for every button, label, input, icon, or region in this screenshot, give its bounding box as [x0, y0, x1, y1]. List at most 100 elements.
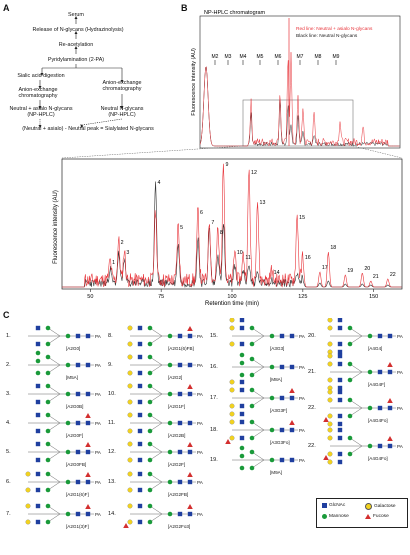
glycan-structure — [28, 383, 94, 405]
galactose-icon — [229, 419, 235, 425]
glcnac-icon — [75, 479, 81, 485]
galactose-icon — [127, 341, 133, 347]
galactose-icon — [229, 435, 235, 441]
glcnac-icon — [337, 413, 343, 419]
galactose-icon — [127, 325, 133, 331]
glcnac-icon — [35, 412, 41, 418]
mannose-icon — [367, 443, 373, 449]
flow-pyridylamination: Pyridylamination (2-PA) — [47, 57, 105, 63]
mannose-icon — [65, 479, 71, 485]
mannose-icon — [347, 341, 353, 347]
galactose-icon — [229, 341, 235, 347]
glcnac-icon — [85, 362, 91, 368]
glcnac-icon — [289, 364, 295, 370]
mannose-icon — [249, 325, 255, 331]
glcnac-icon — [35, 503, 41, 509]
galactose-icon — [327, 421, 333, 427]
marker-label: M2 — [212, 54, 219, 60]
glcnac-icon — [35, 325, 41, 331]
glcnac-icon — [187, 479, 193, 485]
mannose-icon — [249, 372, 255, 378]
fucose-icon — [387, 398, 393, 403]
glcnac-icon — [137, 519, 143, 525]
fucose-icon — [187, 326, 193, 331]
glcnac-icon — [239, 387, 245, 393]
glcnac-icon — [187, 449, 193, 455]
zoom-chromatogram-plot: Fluorescence intensity (AU) Retention ti… — [53, 158, 403, 307]
glycan-structure — [229, 379, 298, 409]
peak-label: 10 — [237, 250, 243, 256]
mannose-icon — [147, 471, 153, 477]
glcnac-icon — [85, 420, 91, 426]
glycan-name: [A2G2FB] — [168, 492, 189, 497]
glcnac-icon — [177, 449, 183, 455]
fucose-icon — [387, 436, 393, 441]
galactose-icon — [327, 451, 333, 457]
glcnac-icon — [75, 362, 81, 368]
fucose-icon — [365, 514, 371, 519]
fucose-icon — [187, 384, 193, 389]
glcnac-icon — [377, 405, 383, 411]
glcnac-icon — [137, 503, 143, 509]
mannose-icon — [65, 511, 71, 517]
flow-anion-left: Anion-exchange chromatography — [18, 87, 58, 100]
pa-label: PA — [197, 480, 203, 485]
galactose-icon — [127, 471, 133, 477]
galactose-icon — [327, 397, 333, 403]
glcnac-icon — [337, 397, 343, 403]
mannose-icon — [347, 413, 353, 419]
mannose-icon — [239, 352, 245, 358]
peak-label: 19 — [347, 268, 353, 274]
marker-label: M5 — [257, 54, 264, 60]
glycan-number: 3. — [6, 391, 11, 397]
peak-label: 2 — [121, 240, 124, 246]
galactose-icon — [229, 403, 235, 409]
zoom-black-trace — [62, 181, 402, 288]
galactose-icon — [327, 353, 333, 359]
fucose-icon — [387, 362, 393, 367]
mannose-icon — [269, 427, 275, 433]
fucose-icon — [85, 442, 91, 447]
mannose-icon — [45, 487, 51, 493]
fucose-icon — [225, 439, 231, 444]
galactose-icon — [127, 370, 133, 376]
glcnac-icon — [239, 411, 245, 417]
glycan-name: [A2G0F] — [66, 433, 84, 438]
glycan-name: [A4G4Fo] — [368, 418, 388, 423]
glycan-name: [A4G4Fo] — [368, 456, 388, 461]
glcnac-icon — [137, 370, 143, 376]
mannose-icon — [367, 333, 373, 339]
peak-label: 17 — [322, 265, 328, 271]
peak-label: 5 — [180, 225, 183, 231]
glcnac-icon — [137, 354, 143, 360]
glycan-name: [A3G3Fo] — [270, 440, 290, 445]
galactose-icon — [127, 503, 133, 509]
glcnac-icon — [337, 349, 343, 355]
mannose-icon — [347, 435, 353, 441]
fucose-icon — [289, 388, 295, 393]
glycan-number: 1. — [6, 333, 11, 339]
glcnac-icon — [85, 449, 91, 455]
glycan-structure — [123, 503, 196, 528]
mannose-icon — [347, 361, 353, 367]
galactose-icon — [327, 341, 333, 347]
galactose-icon — [229, 317, 235, 323]
glycan-name: [A2G1(6)FB] — [168, 346, 194, 351]
mannose-icon — [347, 397, 353, 403]
fucose-icon — [187, 504, 193, 509]
glcnac-icon — [289, 395, 295, 401]
glycan-structure — [232, 352, 298, 378]
mannose-icon — [239, 465, 245, 471]
glycan-name: [A4G4F] — [368, 382, 386, 387]
glcnac-icon — [137, 471, 143, 477]
glcnac-icon — [137, 428, 143, 434]
mannose-icon — [65, 333, 71, 339]
glycan-name: [A2G0FB] — [66, 462, 87, 467]
legend-galactose: Galactose — [365, 503, 396, 510]
glycan-number: 19. — [210, 457, 218, 463]
glcnac-icon — [289, 427, 295, 433]
glcnac-icon — [187, 511, 193, 517]
glcnac-icon — [239, 419, 245, 425]
glycan-name: [A3G3] — [270, 346, 285, 351]
mannose-icon — [147, 399, 153, 405]
